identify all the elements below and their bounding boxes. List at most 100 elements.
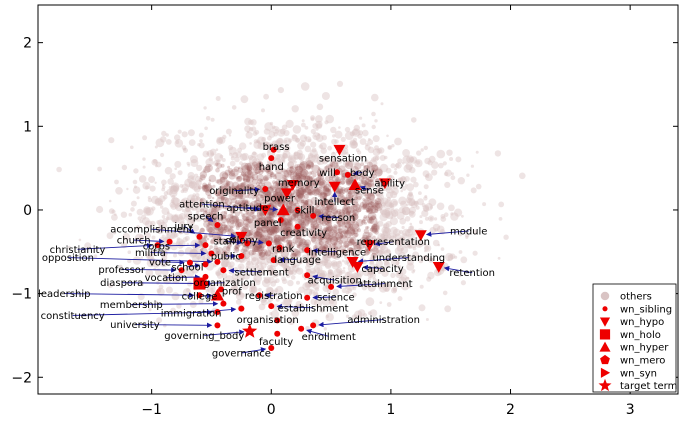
others-point bbox=[381, 266, 386, 272]
others-point bbox=[298, 162, 308, 171]
others-point bbox=[414, 159, 423, 168]
others-point bbox=[370, 225, 378, 233]
others-point bbox=[400, 189, 404, 193]
others-point bbox=[231, 273, 239, 280]
others-point bbox=[143, 206, 151, 214]
others-point bbox=[440, 216, 447, 222]
others-point bbox=[170, 199, 175, 204]
others-point bbox=[330, 226, 338, 234]
others-point bbox=[325, 251, 331, 256]
others-point bbox=[205, 224, 215, 233]
term-label: organisation bbox=[237, 315, 299, 326]
others-point bbox=[404, 183, 408, 187]
others-point bbox=[297, 153, 306, 161]
others-point bbox=[184, 178, 193, 188]
others-point bbox=[393, 170, 398, 175]
others-point bbox=[147, 198, 152, 203]
others-point bbox=[269, 219, 277, 227]
others-point bbox=[310, 115, 316, 121]
others-point bbox=[154, 181, 157, 184]
others-point bbox=[206, 237, 210, 241]
others-point bbox=[390, 163, 396, 169]
others-point bbox=[372, 155, 379, 162]
others-point bbox=[300, 222, 307, 228]
others-point bbox=[151, 159, 158, 166]
y-tick-label: 0 bbox=[23, 203, 32, 219]
others-point bbox=[328, 298, 338, 307]
others-point bbox=[390, 216, 394, 219]
others-point bbox=[321, 246, 328, 254]
others-point bbox=[406, 240, 411, 245]
others-point bbox=[372, 223, 380, 231]
others-point bbox=[308, 171, 313, 176]
others-point bbox=[317, 219, 322, 224]
others-point bbox=[466, 173, 470, 177]
others-point bbox=[371, 111, 376, 117]
others-point bbox=[279, 226, 286, 233]
others-point bbox=[357, 240, 363, 246]
others-point bbox=[240, 226, 247, 233]
others-point bbox=[321, 297, 331, 306]
others-point bbox=[203, 165, 211, 174]
others-point bbox=[270, 229, 278, 237]
others-point bbox=[393, 208, 399, 214]
others-point bbox=[243, 272, 251, 280]
others-point bbox=[367, 277, 372, 281]
others-point bbox=[297, 193, 306, 201]
others-point bbox=[406, 262, 415, 271]
others-point bbox=[245, 216, 250, 221]
others-point bbox=[194, 173, 199, 178]
others-point bbox=[221, 228, 227, 235]
others-point bbox=[181, 183, 189, 192]
others-point bbox=[350, 215, 354, 220]
others-point bbox=[458, 274, 462, 278]
others-point bbox=[403, 164, 413, 173]
others-point bbox=[241, 170, 247, 177]
others-point bbox=[147, 254, 154, 261]
others-point bbox=[372, 148, 381, 157]
others-point bbox=[371, 247, 379, 255]
others-point bbox=[353, 190, 358, 194]
x-tick-label: 2 bbox=[506, 402, 515, 418]
others-point bbox=[258, 243, 265, 250]
others-point bbox=[138, 175, 147, 183]
others-point bbox=[364, 250, 370, 256]
others-point bbox=[315, 188, 322, 195]
others-point bbox=[333, 164, 340, 172]
others-point bbox=[256, 153, 265, 161]
others-point bbox=[367, 201, 375, 208]
others-point bbox=[286, 220, 293, 227]
others-point bbox=[280, 198, 284, 202]
others-point bbox=[267, 228, 274, 235]
others-point bbox=[227, 144, 234, 151]
others-point bbox=[263, 141, 270, 147]
others-point bbox=[407, 254, 413, 260]
others-point bbox=[204, 210, 208, 214]
others-point bbox=[154, 300, 158, 305]
others-point bbox=[305, 136, 312, 143]
others-point bbox=[324, 262, 332, 270]
others-point bbox=[408, 156, 415, 163]
others-point bbox=[253, 164, 258, 169]
others-point bbox=[366, 215, 369, 219]
others-point bbox=[367, 175, 375, 183]
others-point bbox=[162, 194, 168, 200]
others-point bbox=[433, 217, 438, 221]
others-point bbox=[321, 92, 330, 100]
others-point bbox=[436, 149, 446, 159]
others-point bbox=[221, 214, 227, 219]
others-point bbox=[154, 145, 158, 149]
others-point bbox=[329, 229, 338, 238]
others-point bbox=[177, 129, 182, 134]
others-point bbox=[370, 183, 375, 188]
others-point bbox=[237, 193, 244, 200]
others-point bbox=[300, 199, 305, 204]
others-point bbox=[342, 205, 348, 212]
others-point bbox=[221, 222, 226, 227]
others-point bbox=[383, 201, 393, 210]
others-point bbox=[189, 216, 196, 224]
others-point bbox=[246, 215, 254, 223]
others-point bbox=[130, 200, 137, 207]
others-point bbox=[348, 275, 354, 281]
others-point bbox=[182, 147, 188, 153]
